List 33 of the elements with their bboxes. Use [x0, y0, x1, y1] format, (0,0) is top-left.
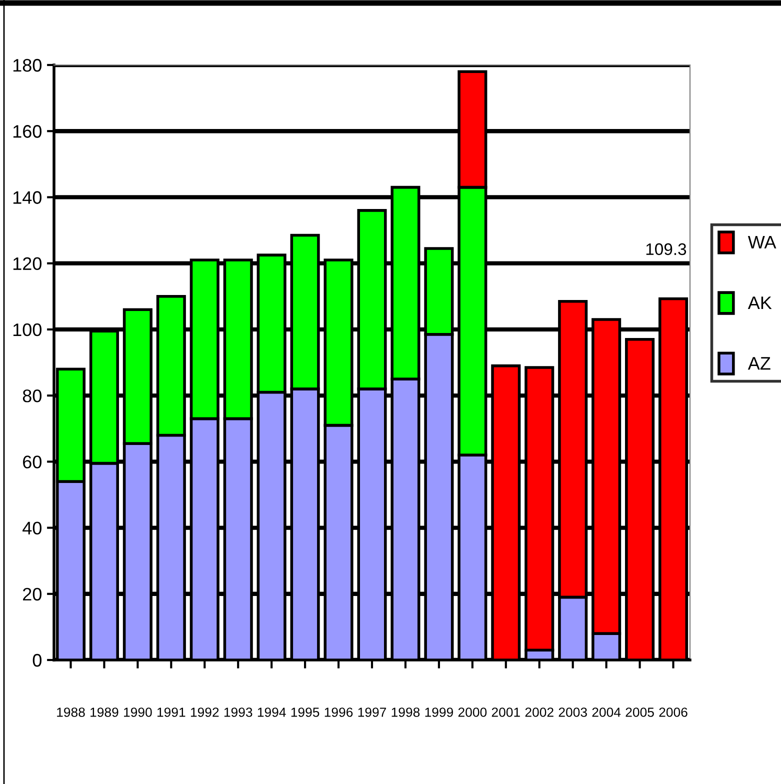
y-tick-label: 140	[13, 191, 42, 204]
x-tick-label: 1996	[324, 708, 353, 717]
x-tick-label: 2002	[525, 708, 554, 717]
x-tick-label: 1995	[291, 708, 320, 717]
y-tick-label: 80	[22, 389, 42, 402]
y-tick-label: 160	[13, 125, 42, 138]
y-tick-label: 60	[23, 456, 42, 468]
legend-label: AK	[748, 296, 772, 310]
x-tick-label: 1988	[57, 708, 85, 717]
legend-label: AZ	[748, 357, 770, 370]
x-tick-label: 1998	[392, 708, 420, 717]
x-tick-label: 2003	[558, 708, 587, 717]
legend-label: WA	[748, 236, 776, 248]
y-tick-label: 120	[13, 257, 42, 270]
x-tick-label: 2006	[659, 708, 688, 717]
x-tick-label: 1997	[358, 708, 386, 717]
x-tick-label: 1994	[258, 708, 286, 717]
x-tick-label: 2005	[626, 708, 654, 717]
x-tick-label: 2004	[592, 708, 621, 717]
x-tick-label: 1992	[190, 708, 219, 717]
x-tick-label: 1991	[157, 708, 186, 717]
y-tick-label: 40	[22, 522, 42, 534]
x-tick-label: 1993	[224, 708, 252, 717]
x-tick-label: 2001	[492, 708, 520, 717]
y-tick-label: 0	[32, 654, 42, 667]
y-tick-label: 100	[13, 323, 42, 336]
y-tick-label: 180	[13, 58, 42, 72]
x-tick-label: 2000	[458, 708, 487, 717]
annotation: 109.3	[646, 243, 686, 256]
y-tick-label: 20	[23, 588, 42, 601]
x-tick-label: 1999	[425, 708, 453, 717]
x-tick-label: 1989	[90, 708, 118, 717]
x-tick-label: 1990	[124, 708, 152, 717]
